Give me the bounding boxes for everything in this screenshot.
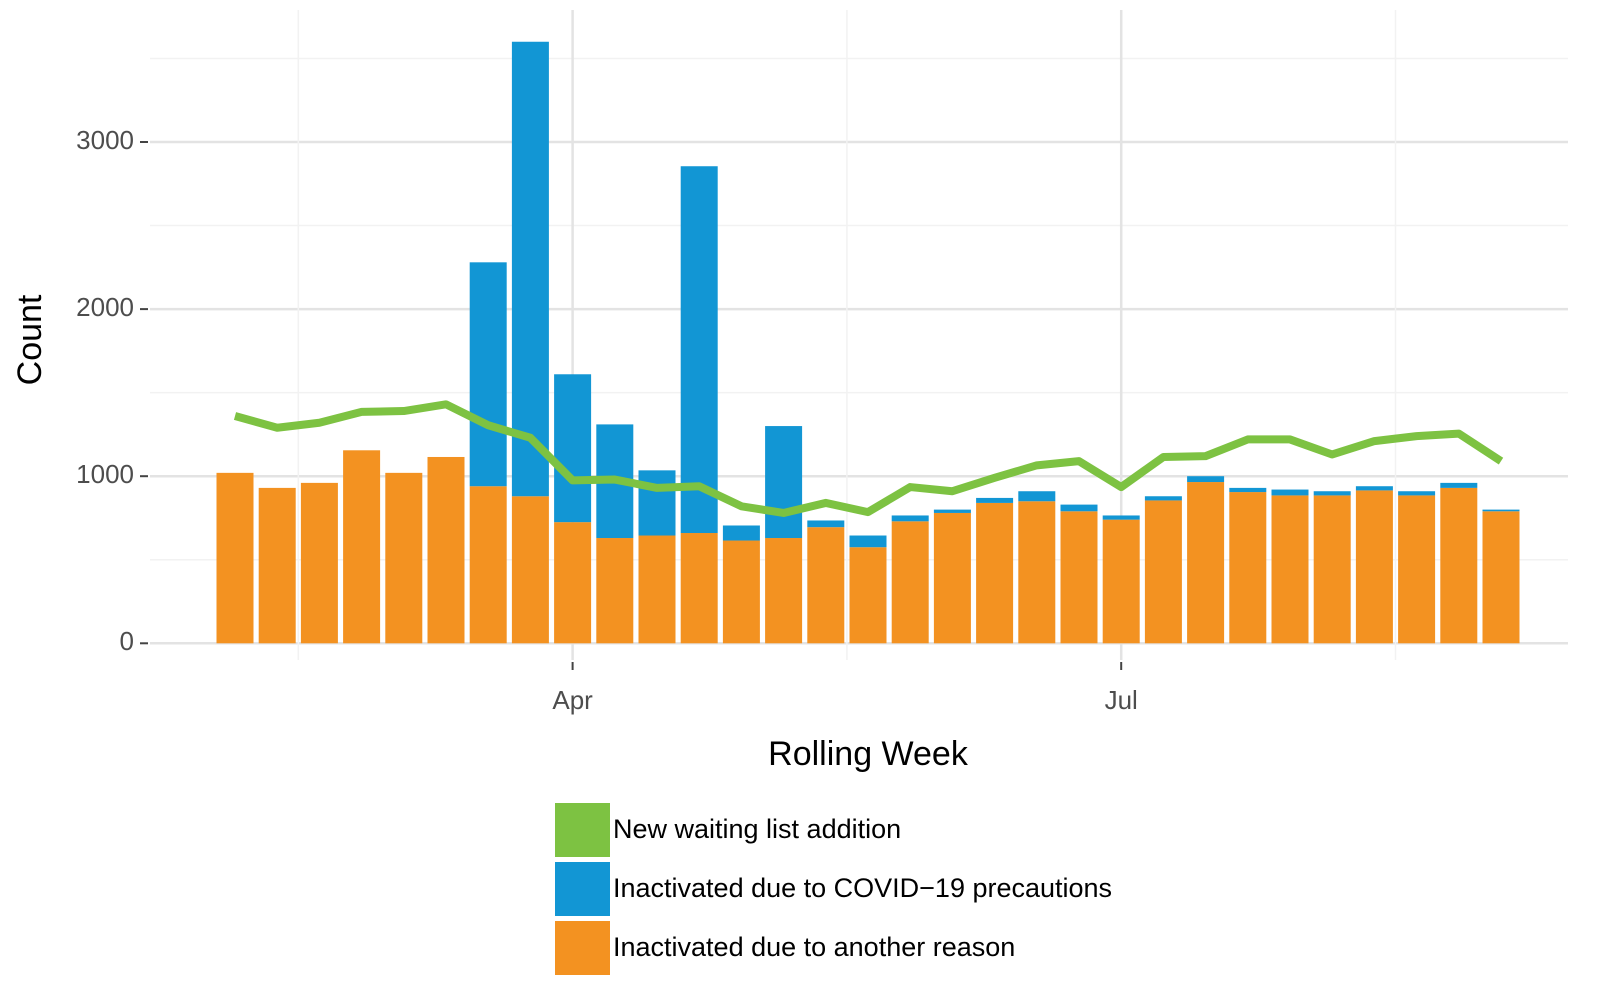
bar: [1398, 495, 1436, 644]
bar: [722, 525, 760, 541]
bar: [1398, 491, 1436, 496]
bar: [933, 509, 971, 513]
bar: [1102, 515, 1140, 520]
y-tick-label: 3000: [76, 125, 134, 155]
bar: [385, 472, 423, 644]
bar: [1102, 519, 1140, 644]
bar: [1187, 482, 1225, 644]
bar: [933, 512, 971, 644]
bar: [427, 456, 465, 644]
x-axis-title: Rolling Week: [768, 735, 969, 773]
bar: [1440, 487, 1478, 644]
bar: [638, 470, 676, 536]
bar: [680, 533, 718, 644]
bar: [1060, 504, 1098, 512]
bar: [258, 487, 296, 644]
bar: [765, 538, 803, 644]
legend-key: [555, 921, 610, 975]
bar: [1271, 495, 1309, 644]
bar: [469, 262, 507, 487]
bar: [1313, 495, 1351, 644]
bar: [891, 521, 929, 644]
bar: [1060, 511, 1098, 644]
bar: [680, 166, 718, 534]
bar: [1482, 509, 1520, 512]
legend-label: Inactivated due to COVID−19 precautions: [613, 873, 1112, 903]
bar: [1271, 489, 1309, 496]
bar: [765, 426, 803, 539]
bar: [596, 538, 634, 644]
bar: [300, 482, 338, 644]
bar: [1482, 511, 1520, 644]
legend-label: New waiting list addition: [613, 814, 901, 844]
bar: [1144, 500, 1182, 644]
bar: [976, 497, 1014, 503]
bar: [976, 502, 1014, 644]
bar: [807, 520, 845, 528]
bar: [1229, 492, 1267, 644]
bar: [849, 547, 887, 644]
legend-label: Inactivated due to another reason: [613, 932, 1015, 962]
bar: [554, 374, 592, 523]
bar: [849, 535, 887, 548]
y-tick-label: 0: [120, 626, 134, 656]
bar: [511, 496, 549, 644]
y-tick-label: 1000: [76, 459, 134, 489]
bar: [343, 450, 381, 644]
bar: [1187, 476, 1225, 483]
bar: [1355, 490, 1393, 644]
bar: [469, 486, 507, 644]
bar: [216, 472, 254, 644]
bar: [554, 522, 592, 644]
bar: [1018, 491, 1056, 502]
bar: [1355, 486, 1393, 491]
bar: [511, 41, 549, 497]
bar: [722, 540, 760, 644]
x-tick-label: Jul: [1105, 685, 1138, 715]
bar: [1018, 501, 1056, 644]
y-tick-label: 2000: [76, 292, 134, 322]
bar: [638, 535, 676, 644]
y-axis-title: Count: [11, 294, 49, 385]
bar: [1440, 482, 1478, 488]
bar: [1313, 491, 1351, 496]
bar: [1229, 487, 1267, 493]
bar: [891, 515, 929, 522]
legend-key: [555, 803, 610, 857]
line: [233, 400, 1504, 517]
bar: [807, 527, 845, 644]
bar: [1144, 496, 1182, 501]
x-tick-label: Apr: [552, 685, 593, 715]
legend-key: [555, 862, 610, 916]
